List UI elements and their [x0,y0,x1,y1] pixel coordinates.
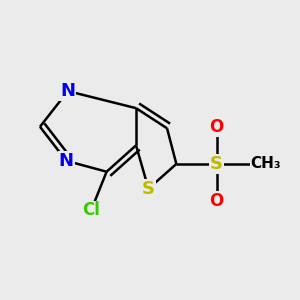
Text: N: N [59,152,74,170]
Text: N: N [60,82,75,100]
Text: CH₃: CH₃ [251,156,281,171]
Text: Cl: Cl [82,201,100,219]
Text: O: O [209,192,224,210]
Text: O: O [209,118,224,136]
Text: S: S [142,180,155,198]
Text: S: S [210,155,223,173]
